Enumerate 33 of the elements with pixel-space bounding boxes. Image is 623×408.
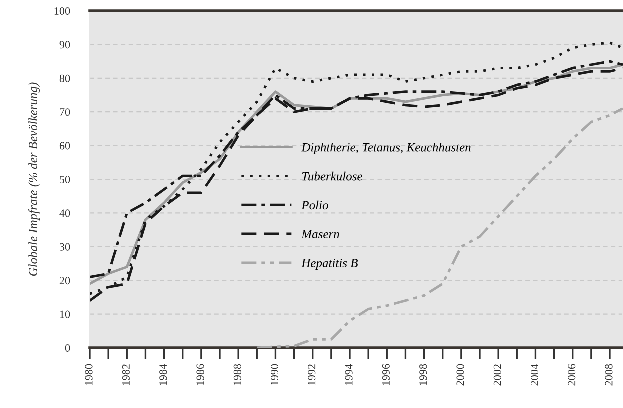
y-tick-label: 30 — [60, 243, 70, 251]
legend-label: Hepatitis B — [302, 259, 358, 270]
x-tick-label: 1998 — [420, 364, 428, 386]
x-tick-label: 1980 — [85, 364, 93, 386]
x-tick-label: 1994 — [345, 364, 353, 386]
y-tick-label: 90 — [60, 41, 70, 49]
y-tick-label: 10 — [60, 310, 70, 318]
y-tick-label: 50 — [60, 176, 70, 184]
y-tick-label: 0 — [65, 344, 70, 352]
x-tick-label: 2004 — [530, 364, 538, 386]
x-tick-label: 1988 — [234, 364, 242, 386]
x-tick-label: 1992 — [308, 364, 316, 386]
x-tick-label: 1990 — [270, 364, 278, 386]
x-tick-label: 1996 — [382, 364, 390, 386]
x-tick-label: 2008 — [605, 364, 613, 386]
y-tick-label: 100 — [54, 7, 70, 15]
y-tick-label: 80 — [60, 74, 70, 82]
x-tick-label: 2006 — [568, 364, 576, 386]
legend-label: Masern — [302, 230, 340, 239]
x-tick-label: 1984 — [160, 364, 168, 386]
legend-label: Diphtherie, Tetanus, Keuchhusten — [302, 143, 471, 154]
legend-label: Polio — [302, 200, 328, 210]
y-tick-label: 70 — [60, 108, 70, 116]
x-tick-label: 1982 — [122, 364, 130, 386]
y-axis-title: Globale Impfrate (% der Bevölkerung) — [28, 82, 40, 276]
x-tick-label: 2002 — [494, 364, 502, 386]
y-tick-label: 60 — [60, 142, 70, 150]
x-tick-label: 2000 — [456, 364, 464, 386]
x-tick-label: 1986 — [196, 364, 204, 386]
y-tick-label: 20 — [60, 277, 70, 285]
line-series — [256, 107, 623, 348]
y-tick-label: 40 — [60, 210, 70, 218]
legend-label: Tuberkulose — [302, 172, 362, 181]
